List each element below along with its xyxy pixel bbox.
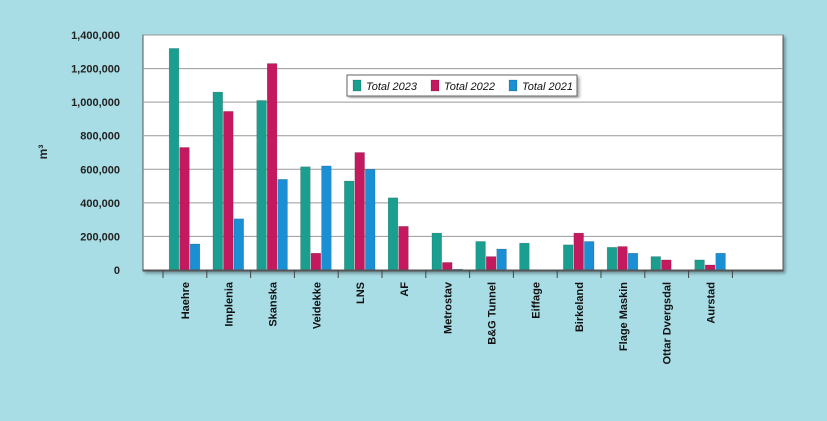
bar xyxy=(606,247,618,271)
bar xyxy=(398,226,409,271)
bar xyxy=(627,252,639,271)
legend-swatch xyxy=(430,79,440,92)
bar xyxy=(694,259,705,271)
y-axis-label: m³ xyxy=(36,145,50,160)
bar xyxy=(189,243,201,271)
plot-area xyxy=(142,34,784,272)
bar xyxy=(354,152,365,271)
y-tick-label: 600,000 xyxy=(80,164,120,176)
legend: Total 2023 Total 2022 Total 2021 xyxy=(346,74,578,97)
y-tick-label: 1,400,000 xyxy=(71,30,120,42)
bar xyxy=(168,48,180,271)
bar xyxy=(661,259,672,271)
legend-label: Total 2022 xyxy=(444,81,495,93)
bar xyxy=(519,242,530,271)
bar xyxy=(387,197,399,271)
y-tick-label: 1,000,000 xyxy=(71,97,120,109)
bar xyxy=(573,232,584,271)
y-tick-label: 400,000 xyxy=(80,198,120,210)
bar xyxy=(233,218,244,271)
x-tick-label: Eiffage xyxy=(530,282,542,319)
legend-swatch xyxy=(508,79,518,92)
y-tick-label: 200,000 xyxy=(80,231,120,243)
x-tick-label: B&G Tunnel xyxy=(487,282,499,345)
y-tick-label: 0 xyxy=(114,265,120,277)
legend-label: Total 2021 xyxy=(522,81,573,93)
axes: 0 200,000 400,000 600,000 800,000 1,000,000 1,… xyxy=(71,30,783,365)
bar xyxy=(365,169,376,271)
bar xyxy=(563,244,574,271)
x-tick-label: Haehre xyxy=(180,282,192,319)
legend-swatch xyxy=(352,79,362,92)
x-tick-label: Implenia xyxy=(224,281,236,327)
bar xyxy=(300,166,311,271)
bar xyxy=(267,63,278,271)
x-tick-label: Flage Maskin xyxy=(618,282,630,351)
bar xyxy=(344,180,355,271)
bar xyxy=(223,111,234,271)
gridlines xyxy=(143,34,783,237)
x-tick-label: LNS xyxy=(355,282,367,304)
x-tick-label: Veidekke xyxy=(311,282,323,329)
bar xyxy=(496,248,507,271)
y-tick-label: 800,000 xyxy=(80,131,120,143)
bar xyxy=(584,241,595,271)
bar xyxy=(715,252,726,271)
bar xyxy=(442,262,453,271)
bar xyxy=(617,246,628,271)
bar xyxy=(321,165,332,271)
bar xyxy=(256,100,267,271)
x-tick-label: AF xyxy=(399,282,411,297)
x-tick-label: Aurstad xyxy=(706,282,718,324)
legend-box xyxy=(346,74,578,97)
bar xyxy=(277,179,288,271)
legend-label: Total 2023 xyxy=(366,81,418,93)
x-tick-label: Skanska xyxy=(268,281,280,327)
bar xyxy=(486,256,497,271)
x-tick-label: Metrostav xyxy=(443,281,455,334)
bar xyxy=(475,241,486,271)
bar xyxy=(431,232,442,271)
bar xyxy=(705,264,716,271)
bar xyxy=(179,147,190,271)
bar xyxy=(310,252,321,271)
x-tick-label: Birkeland xyxy=(574,282,586,332)
bar xyxy=(212,91,223,271)
bar xyxy=(650,256,661,271)
bars xyxy=(168,48,726,271)
x-tick-label: Ottar Dvergsdal xyxy=(662,282,674,365)
y-tick-label: 1,200,000 xyxy=(71,64,120,76)
